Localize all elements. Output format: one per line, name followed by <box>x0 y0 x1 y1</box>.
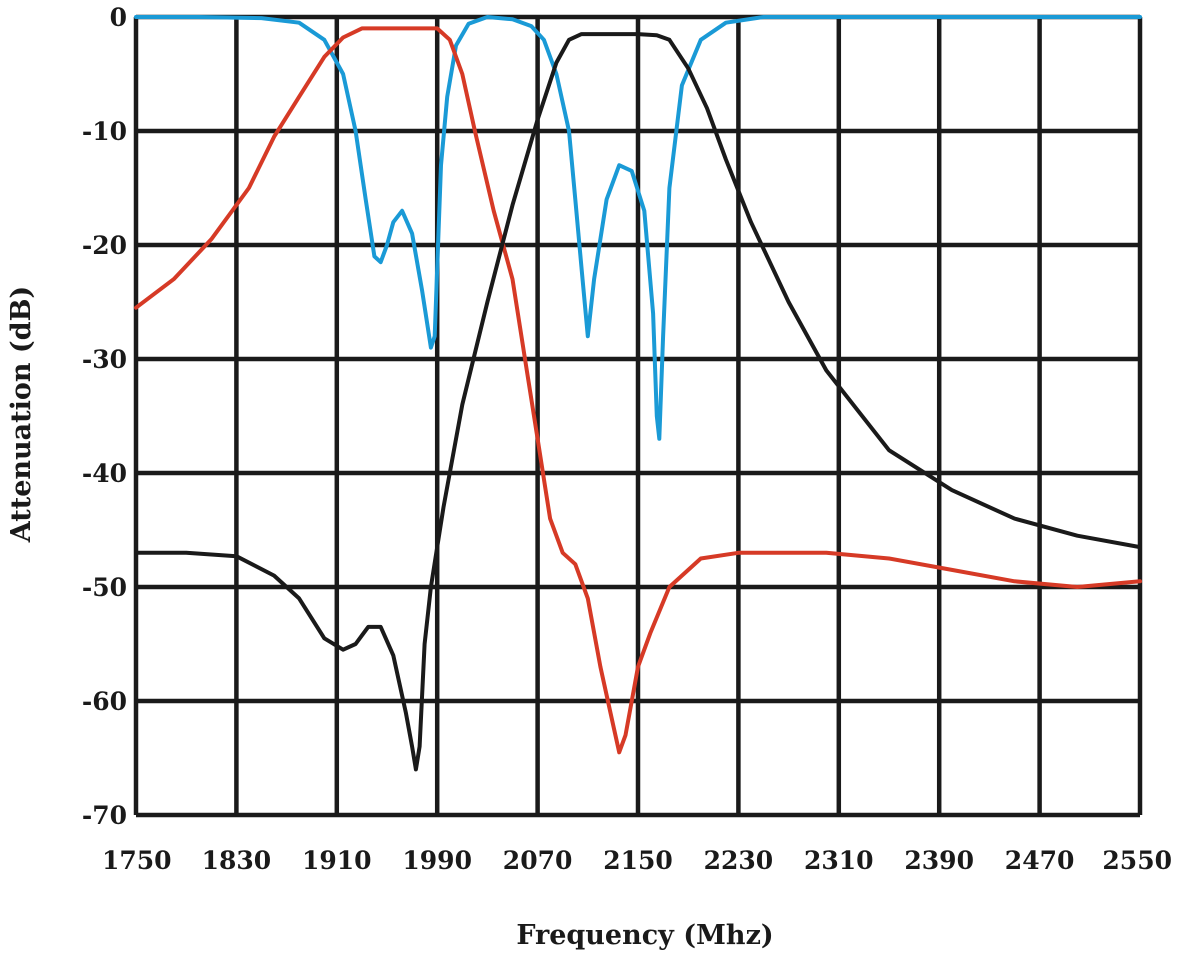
y-tick-label: -50 <box>82 573 127 602</box>
x-tick-label: 2150 <box>603 846 673 875</box>
y-tick-label: -10 <box>82 117 127 146</box>
y-tick-label: -70 <box>82 801 127 830</box>
series-group <box>134 15 1142 772</box>
x-tick-label: 1990 <box>402 846 472 875</box>
y-tick-labels: 0 -10 -20 -30 -40 -50 -60 -70 <box>82 3 127 830</box>
y-tick-label: -40 <box>82 459 127 488</box>
x-tick-label: 1750 <box>102 846 172 875</box>
y-tick-label: -20 <box>82 231 127 260</box>
x-tick-label: 1830 <box>202 846 272 875</box>
x-tick-label: 2230 <box>704 846 774 875</box>
y-tick-label: -60 <box>82 687 127 716</box>
x-axis-title: Frequency (Mhz) <box>516 920 773 951</box>
x-tick-label: 2390 <box>904 846 974 875</box>
series-line-1 <box>134 26 1142 755</box>
x-tick-label: 2550 <box>1102 846 1172 875</box>
x-tick-labels: 1750 1830 1910 1990 2070 2150 2230 2310 2390 2470… <box>102 846 1172 875</box>
series-line-0 <box>134 15 1142 441</box>
x-tick-label: 2470 <box>1005 846 1075 875</box>
y-axis-title: Attenuation (dB) <box>6 286 37 543</box>
x-tick-label: 1910 <box>302 846 372 875</box>
y-tick-label: -30 <box>82 345 127 374</box>
y-tick-label: 0 <box>110 3 127 32</box>
series-line-2 <box>134 32 1142 772</box>
grid <box>133 14 1143 818</box>
x-tick-label: 2310 <box>804 846 874 875</box>
x-tick-label: 2070 <box>503 846 573 875</box>
